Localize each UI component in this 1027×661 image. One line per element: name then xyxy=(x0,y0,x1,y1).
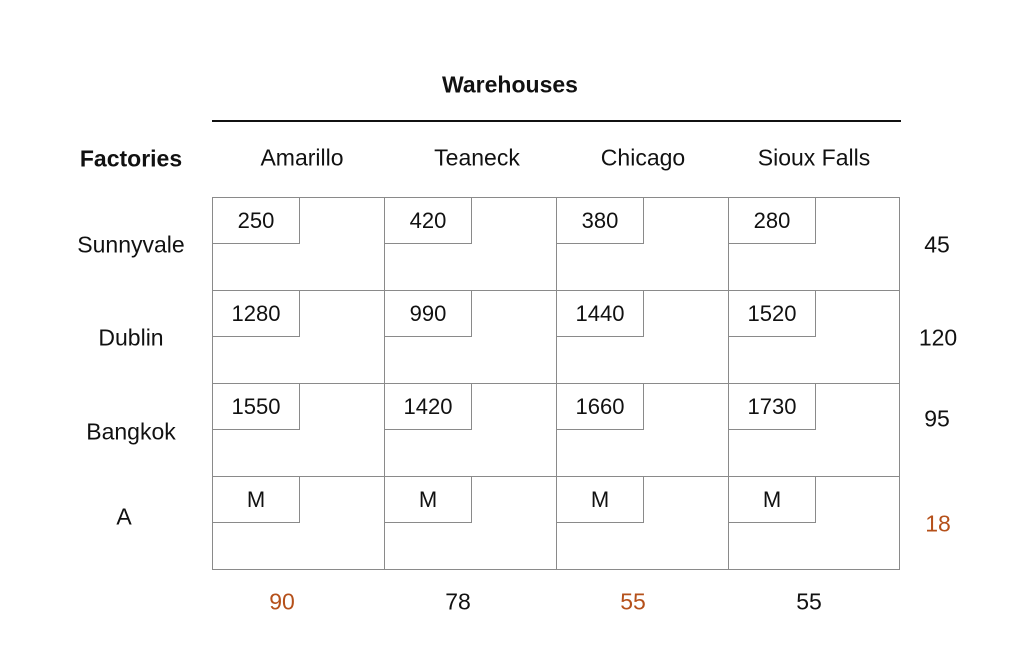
cost-dublin-sioux-falls: 1520 xyxy=(728,290,816,337)
demand-sioux-falls: 55 xyxy=(796,588,822,615)
cost-a-sioux-falls: M xyxy=(728,476,816,523)
cost-a-amarillo: M xyxy=(212,476,300,523)
warehouse-header-amarillo: Amarillo xyxy=(260,144,344,171)
cost-bangkok-sioux-falls: 1730 xyxy=(728,383,816,430)
factory-label-a: A xyxy=(116,503,132,530)
cost-sunnyvale-teaneck: 420 xyxy=(384,197,472,244)
supply-bangkok: 95 xyxy=(924,405,950,432)
warehouse-header-sioux-falls: Sioux Falls xyxy=(757,144,871,171)
cost-bangkok-teaneck: 1420 xyxy=(384,383,472,430)
factory-label-sunnyvale: Sunnyvale xyxy=(77,231,185,258)
cost-bangkok-amarillo: 1550 xyxy=(212,383,300,430)
demand-teaneck: 78 xyxy=(445,588,471,615)
cost-sunnyvale-chicago: 380 xyxy=(556,197,644,244)
demand-chicago: 55 xyxy=(620,588,646,615)
cost-sunnyvale-sioux-falls: 280 xyxy=(728,197,816,244)
supply-sunnyvale: 45 xyxy=(924,231,950,258)
supply-a: 18 xyxy=(925,510,951,537)
cost-bangkok-chicago: 1660 xyxy=(556,383,644,430)
cost-dublin-amarillo: 1280 xyxy=(212,290,300,337)
warehouses-title: Warehouses xyxy=(442,71,578,98)
demand-amarillo: 90 xyxy=(269,588,295,615)
cost-a-teaneck: M xyxy=(384,476,472,523)
supply-dublin: 120 xyxy=(918,324,958,351)
warehouse-header-teaneck: Teaneck xyxy=(434,144,520,171)
cost-dublin-chicago: 1440 xyxy=(556,290,644,337)
cost-a-chicago: M xyxy=(556,476,644,523)
factory-label-bangkok: Bangkok xyxy=(86,418,176,445)
warehouse-header-chicago: Chicago xyxy=(600,144,686,171)
cost-sunnyvale-amarillo: 250 xyxy=(212,197,300,244)
cost-dublin-teaneck: 990 xyxy=(384,290,472,337)
factory-label-dublin: Dublin xyxy=(98,324,164,351)
factories-label: Factories xyxy=(79,145,183,172)
title-underline xyxy=(212,120,901,122)
